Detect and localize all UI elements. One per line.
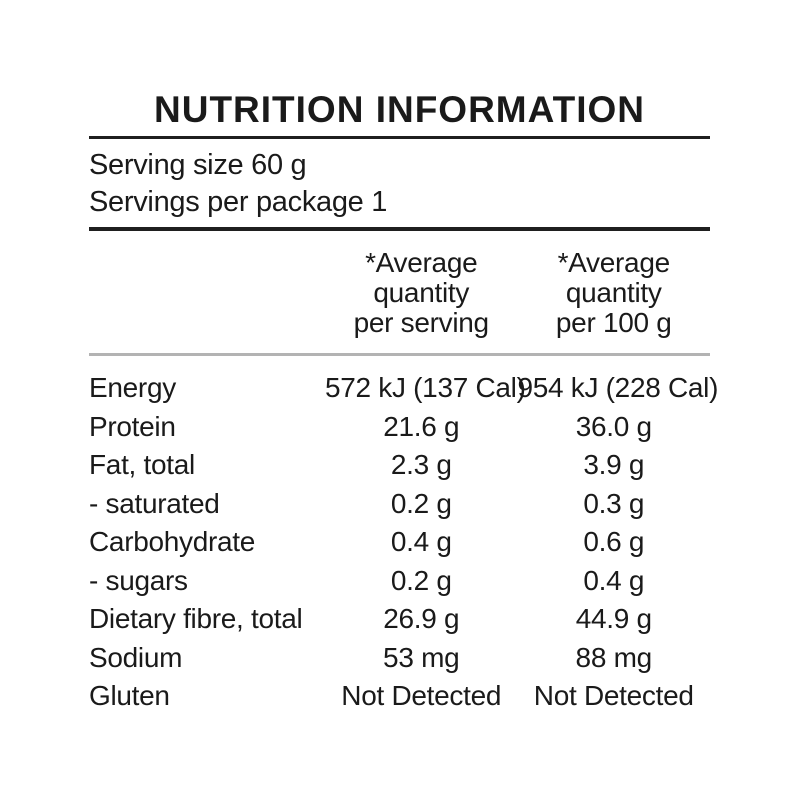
row-value-per-serving: 26.9 g (383, 603, 460, 634)
row-value-per-serving: 0.4 g (390, 526, 452, 557)
divider-under-header (89, 353, 710, 356)
nutrient-table: Energy 572 kJ (137 Cal) 954 kJ (228 Cal)… (89, 369, 719, 716)
table-row-sugars: - sugars 0.2 g 0.4 g (89, 562, 710, 601)
row-label: Gluten (89, 680, 170, 711)
row-label: Energy (89, 372, 176, 403)
row-label: Fat, total (89, 449, 195, 480)
row-value-per-100g: 954 kJ (228 Cal) (517, 372, 719, 403)
row-value-per-100g: 0.4 g (583, 564, 645, 596)
panel-title: NUTRITION INFORMATION (154, 89, 645, 130)
header-line: per 100 g (555, 307, 672, 338)
table-header: *Average quantity per serving *Average q… (89, 248, 710, 338)
row-value-per-100g: 0.3 g (583, 487, 645, 519)
table-row-gluten: Gluten Not Detected Not Detected (89, 677, 710, 716)
row-label: Protein (89, 410, 176, 442)
table-row-carbohydrate: Carbohydrate 0.4 g 0.6 g (89, 523, 710, 562)
header-line: per serving (353, 307, 490, 338)
serving-size-text: Serving size 60 g (89, 149, 307, 181)
row-value-per-100g: 44.9 g (575, 603, 652, 634)
row-value-per-serving: Not Detected (341, 680, 502, 711)
header-line: *Average (557, 247, 671, 278)
row-value-per-serving: 2.3 g (390, 449, 452, 480)
table-row-protein: Protein 21.6 g 36.0 g (89, 408, 710, 447)
table-row-energy: Energy 572 kJ (137 Cal) 954 kJ (228 Cal) (89, 369, 719, 408)
divider-under-title (89, 136, 710, 139)
row-value-per-serving: 53 mg (383, 641, 460, 673)
row-value-per-100g: 3.9 g (583, 449, 645, 480)
row-value-per-100g: Not Detected (533, 680, 694, 711)
row-value-per-serving: 0.2 g (390, 564, 452, 596)
serving-info: Serving size 60 g Servings per package 1 (89, 147, 710, 221)
row-label: Sodium (89, 641, 183, 673)
column-header-per-serving: *Average quantity per serving (325, 248, 518, 338)
servings-per-package-text: Servings per package 1 (89, 186, 388, 218)
table-row-sodium: Sodium 53 mg 88 mg (89, 639, 710, 678)
row-label: Carbohydrate (89, 526, 256, 557)
table-row-saturated: - saturated 0.2 g 0.3 g (89, 485, 710, 524)
row-label: - sugars (89, 564, 188, 596)
row-value-per-serving: 0.2 g (390, 487, 452, 519)
panel-content: NUTRITION INFORMATION Serving size 60 g … (89, 0, 719, 716)
column-header-per-100g: *Average quantity per 100 g (517, 248, 710, 338)
divider-under-serving-info (89, 227, 710, 231)
row-value-per-serving: 21.6 g (383, 410, 460, 442)
row-value-per-100g: 0.6 g (583, 526, 645, 557)
row-label: Dietary fibre, total (89, 603, 303, 634)
row-value-per-serving: 572 kJ (137 Cal) (324, 372, 526, 403)
row-value-per-100g: 36.0 g (575, 410, 652, 442)
table-row-fat-total: Fat, total 2.3 g 3.9 g (89, 446, 710, 485)
row-value-per-100g: 88 mg (575, 641, 653, 673)
header-line: *Average (365, 247, 478, 278)
table-row-dietary-fibre: Dietary fibre, total 26.9 g 44.9 g (89, 600, 710, 639)
header-line: quantity (373, 277, 470, 308)
header-line: quantity (565, 277, 662, 308)
row-label: - saturated (89, 487, 220, 519)
